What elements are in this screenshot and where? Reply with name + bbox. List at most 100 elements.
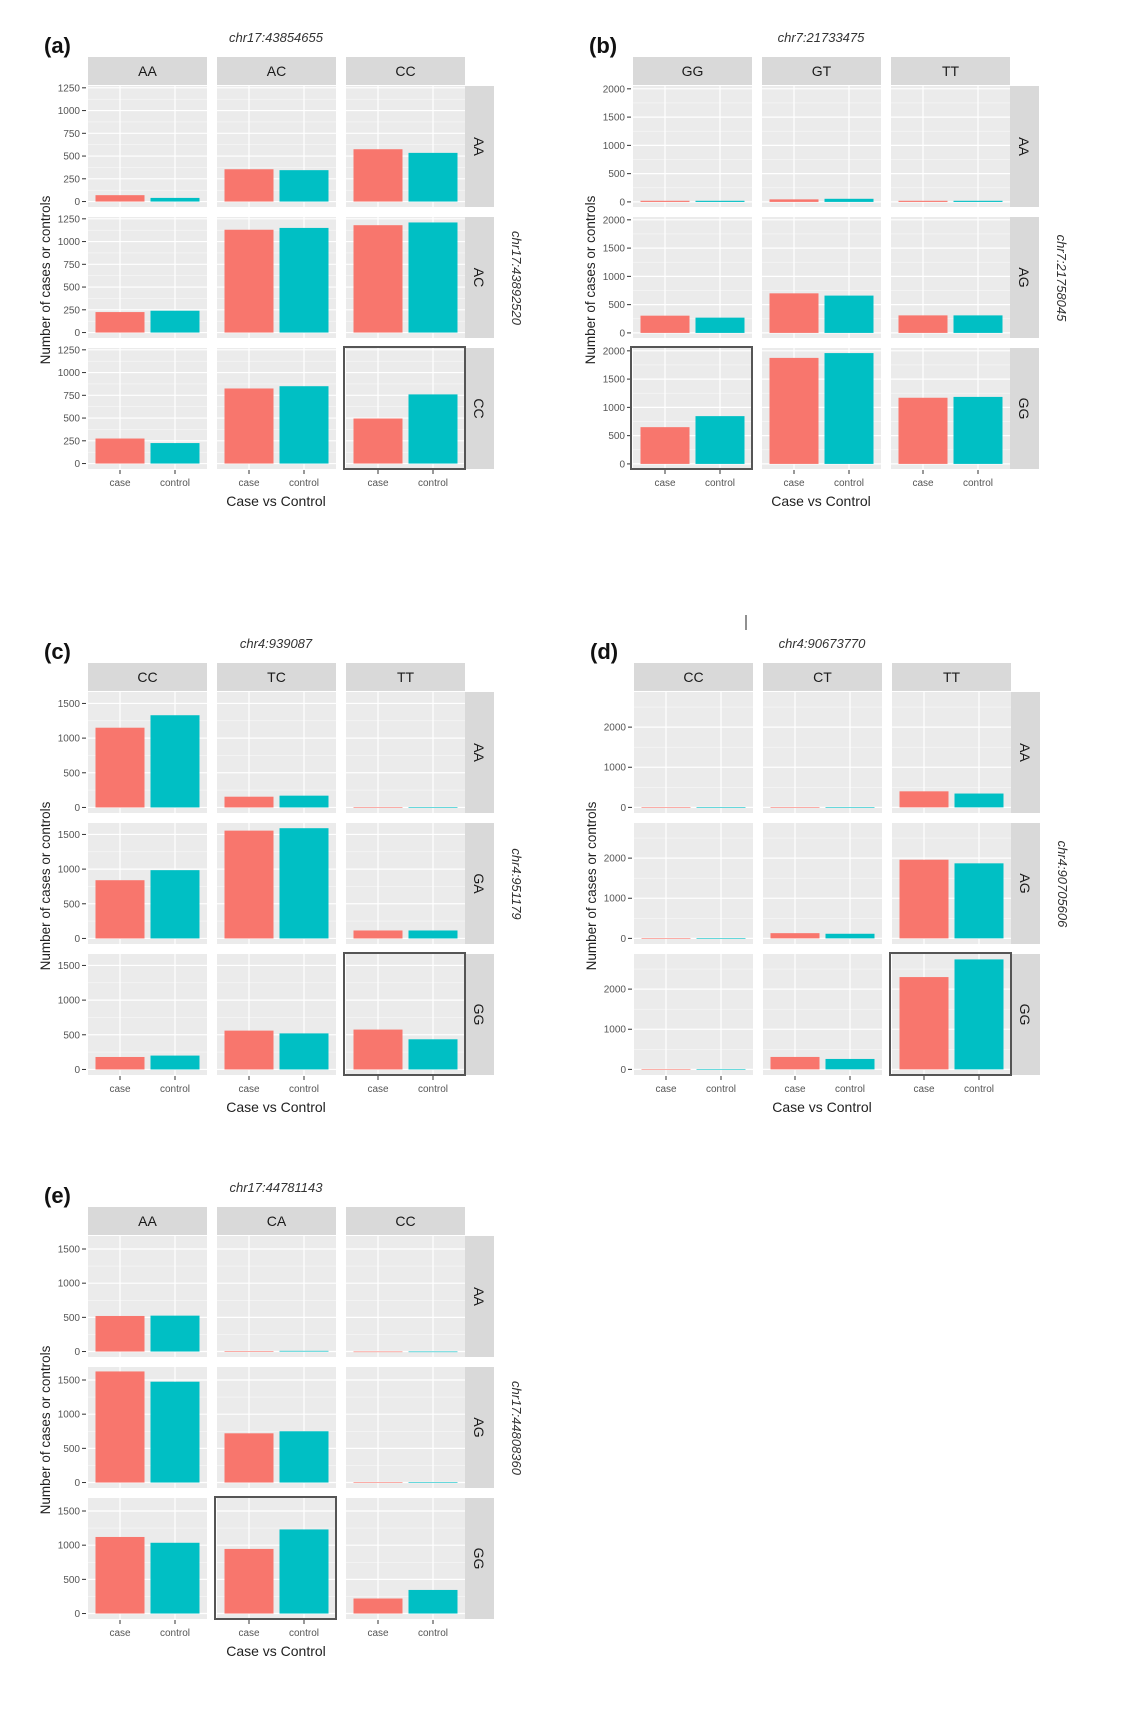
facet-panel [891,86,1010,207]
facet-panel [634,823,753,944]
facet-panel [346,1367,465,1488]
bar-case [353,1598,403,1614]
bar-case [224,1433,274,1483]
row-facet-title: chr17:44808360 [509,1381,524,1476]
x-axis-label: Case vs Control [226,493,326,509]
y-tick-label: 0 [74,1609,80,1620]
bar-control [824,353,874,464]
x-tick-label: control [963,478,993,489]
row-strip [1010,348,1039,469]
col-strip [88,663,207,691]
col-strip [892,663,1011,691]
bar-case [353,225,403,333]
x-tick-label: control [289,1628,319,1639]
y-tick-label: 1500 [58,1506,81,1517]
bar-control [954,793,1004,808]
bar-control [150,1542,200,1614]
x-tick-label: control [706,1084,736,1095]
facet-panel [634,954,753,1075]
y-tick-label: 1500 [58,961,81,972]
y-tick-label: 500 [63,283,80,294]
bar-control [408,930,458,939]
y-tick-label: 0 [74,1347,80,1358]
x-axis-label: Case vs Control [772,1099,872,1115]
y-tick-label: 1250 [58,214,81,225]
y-tick-label: 0 [620,1065,626,1076]
x-tick-label: case [367,1084,389,1095]
row-strip [1011,692,1040,813]
y-tick-label: 2000 [603,215,626,226]
x-tick-label: control [964,1084,994,1095]
y-tick-label: 2000 [604,985,627,996]
bar-case [641,1068,691,1070]
col-facet-label: GT [812,63,832,79]
bar-control [824,295,874,333]
y-tick-label: 1250 [58,345,81,356]
y-tick-label: 1000 [58,734,81,745]
highlight-box [343,346,466,470]
bar-control [279,386,329,464]
bar-case [899,977,949,1070]
bar-case [641,807,691,808]
y-tick-label: 0 [619,459,625,470]
col-facet-label: CC [683,669,703,685]
x-tick-label: case [109,1084,131,1095]
bar-case [353,1029,403,1070]
y-tick-label: 500 [608,300,625,311]
y-tick-label: 0 [619,328,625,339]
bar-case [224,229,274,333]
x-tick-label: case [109,478,131,489]
y-tick-label: 1500 [603,113,626,124]
bar-case [95,1056,145,1070]
x-tick-label: case [238,1628,260,1639]
bar-case [770,807,820,808]
bar-control [150,870,200,939]
row-strip [1011,823,1040,944]
bar-case [353,1482,403,1483]
y-tick-label: 0 [74,459,80,470]
y-tick-label: 1000 [58,368,81,379]
y-tick-label: 1000 [58,106,81,117]
bar-case [95,1536,145,1614]
facet-panel [762,86,881,207]
col-facet-label: CC [137,669,157,685]
y-tick-label: 500 [63,1030,80,1041]
row-facet-label: AA [471,743,487,762]
chart-title: chr17:44781143 [229,1180,323,1195]
x-tick-label: case [109,1628,131,1639]
bar-case [353,930,403,939]
row-facet-label: AA [1016,137,1032,156]
bar-control [408,1589,458,1614]
bar-case [95,312,145,333]
bar-case [353,807,403,808]
bar-case [353,1351,403,1353]
y-tick-label: 1000 [603,141,626,152]
bar-case [224,1030,274,1070]
chart-title: chr17:43854655 [229,30,324,45]
bar-case [224,388,274,464]
y-tick-label: 1000 [604,1025,627,1036]
row-strip [465,348,494,469]
row-facet-title: chr7:21758045 [1054,235,1069,323]
x-tick-label: case [367,478,389,489]
facet-panel [217,1236,336,1357]
y-tick-label: 500 [63,899,80,910]
y-tick-label: 1500 [58,1244,81,1255]
x-tick-label: control [418,478,448,489]
bar-control [408,222,458,333]
bar-control [279,1529,329,1614]
bar-control [695,200,745,202]
row-facet-label: AA [471,137,487,156]
col-facet-label: CC [395,63,415,79]
facet-panel [634,692,753,813]
x-tick-label: control [289,1084,319,1095]
facet-panel [217,692,336,813]
bar-control [953,396,1003,464]
y-tick-label: 750 [63,391,80,402]
y-tick-label: 0 [74,934,80,945]
y-tick-label: 1000 [58,1279,81,1290]
col-facet-label: CC [395,1213,415,1229]
y-tick-label: 750 [63,129,80,140]
y-tick-label: 750 [63,260,80,271]
